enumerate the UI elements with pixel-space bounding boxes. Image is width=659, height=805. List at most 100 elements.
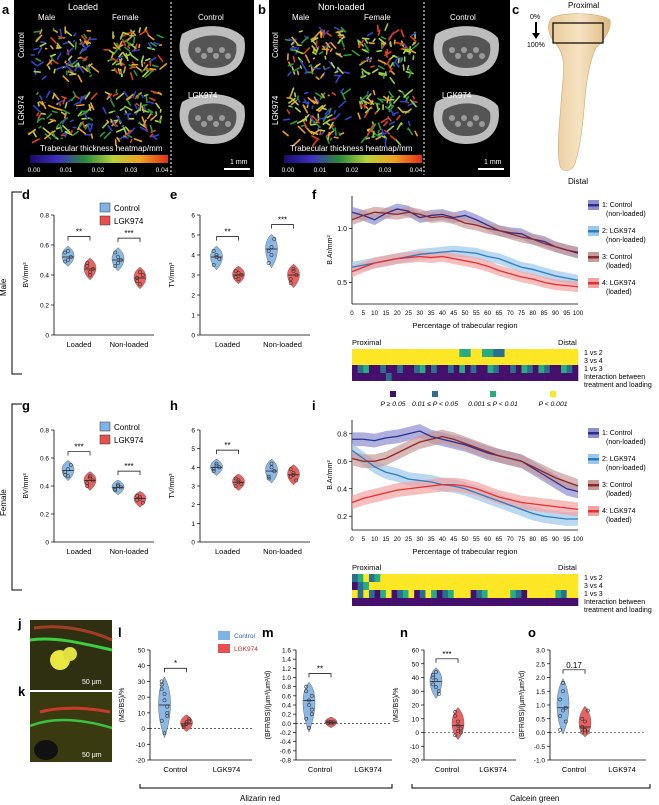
y-tick-label: -0.8 xyxy=(280,758,292,765)
y-tick-label: 2.5 xyxy=(536,661,545,668)
y-tick-label: -10 xyxy=(410,744,420,751)
data-point xyxy=(288,474,293,479)
y-tick-label: 1.2 xyxy=(282,666,291,673)
y-tick-label: 1.4 xyxy=(282,657,291,664)
significance-label: ** xyxy=(317,664,323,673)
heatmap-cell xyxy=(380,373,387,381)
chart-g: 0 0.2 0.4 0.6 0.8 BV/mm³ Loaded Non-loaded *** **… xyxy=(23,428,154,556)
femur-bone-image xyxy=(548,13,611,171)
heatmap-cell xyxy=(402,357,409,365)
significance-bracket xyxy=(562,669,586,674)
heatmap-cell xyxy=(385,349,392,357)
legend-label: 1: Control xyxy=(602,430,633,437)
chart-l: -20 -10 0 10 20 30 40 50 (MS/BS)/% Control LGK974 * xyxy=(119,648,252,774)
legend-swatch-line xyxy=(588,510,599,513)
heatmap-cell xyxy=(481,582,488,590)
heatmap-cell xyxy=(391,598,398,606)
violin-control xyxy=(302,681,316,734)
heatmap-cell xyxy=(538,373,545,381)
heatmap-cell xyxy=(402,574,409,582)
heatmap-cell xyxy=(363,598,370,606)
x-category-label: LGK974 xyxy=(354,765,382,774)
heatmap-cell xyxy=(549,357,556,365)
heatmap-cell xyxy=(419,373,426,381)
heatmap-cell xyxy=(566,590,573,598)
heatmap-cell xyxy=(481,574,488,582)
data-point xyxy=(434,685,438,690)
x-tick-label: 20 xyxy=(394,310,401,317)
heatmap-cell xyxy=(442,373,449,381)
heatmap-cell xyxy=(510,590,517,598)
heatmap-cell xyxy=(363,574,370,582)
heatmap-cell xyxy=(493,590,500,598)
panel-b-heatmap-label: Trabecular thickness heatmap/mm xyxy=(290,144,413,153)
data-point xyxy=(135,493,140,498)
heatmap-cell xyxy=(374,357,381,365)
heatmap-cell xyxy=(419,574,426,582)
legend-lgk-swatch xyxy=(99,215,111,226)
heatmap-row-label: 1 vs 2 xyxy=(584,575,603,582)
heatmap-cell xyxy=(431,574,438,582)
significance-label: * xyxy=(174,659,177,668)
trabecular-scan xyxy=(103,26,168,81)
data-point xyxy=(214,461,219,466)
heatmap-cell xyxy=(561,373,567,381)
heatmap-cell xyxy=(544,357,551,365)
ct-cross-section xyxy=(179,94,245,144)
legend-label: 3: Control xyxy=(602,482,633,489)
heatmap-cell xyxy=(504,598,511,606)
heatmap-cell xyxy=(465,373,471,381)
data-point xyxy=(140,273,145,277)
data-point xyxy=(309,712,314,717)
heatmap-cell xyxy=(515,365,522,373)
heatmap-cell xyxy=(352,365,358,373)
legend-label: (loaded) xyxy=(606,491,632,498)
y-tick-label: -0.2 xyxy=(280,730,292,737)
y-tick-label: 30 xyxy=(412,689,420,696)
heatmap-cell xyxy=(470,590,477,598)
marrow-cavity xyxy=(34,740,58,760)
heatmap-cell xyxy=(380,590,387,598)
data-point xyxy=(116,255,120,259)
y-tick-label: 2 xyxy=(191,293,195,300)
data-point xyxy=(66,249,70,253)
y-tick-label: 0 xyxy=(415,730,419,737)
legend-control-label: Control xyxy=(234,633,256,640)
y-tick-label: 0.2 xyxy=(282,712,291,719)
panel-e-letter: e xyxy=(170,187,177,202)
heatmap-cell xyxy=(397,598,404,606)
heatmap-cell xyxy=(419,598,426,606)
x-tick-label: 50 xyxy=(462,310,469,317)
y-tick-label: 1.0 xyxy=(282,675,291,682)
significance-label: *** xyxy=(74,443,83,452)
heatmap-cell xyxy=(493,598,500,606)
heatmap-cell xyxy=(572,574,579,582)
legend-swatch-line xyxy=(588,458,599,461)
legend-lgk-swatch xyxy=(99,434,111,445)
heatmap-cell xyxy=(544,373,551,381)
y-tick-label: 2 xyxy=(191,502,195,509)
heatmap-legend-label: 0.01 ≤ P < 0.05 xyxy=(412,401,458,408)
x-category-label: Non-loaded xyxy=(110,547,149,556)
heatmap-row-label: Interaction between xyxy=(584,599,645,606)
heatmap-cell xyxy=(566,574,573,582)
chart-f: 0.5 1.0B.Ar/mm² 0 5 10 15 20 25 30 35 40 45 50 55 60 65… xyxy=(327,196,652,408)
data-point xyxy=(558,714,563,718)
heatmap-cell xyxy=(555,574,562,582)
legend-label: (non-loaded) xyxy=(606,237,646,244)
heatmap-cell xyxy=(510,349,517,357)
heatmap-cell xyxy=(481,349,488,357)
heatmap-row-label: 3 vs 4 xyxy=(584,358,603,365)
data-point xyxy=(436,692,441,696)
trabecular-scan xyxy=(357,89,419,147)
heatmap-cell xyxy=(453,598,460,606)
panel-b-heatmap-bar xyxy=(284,155,422,163)
micrograph-j: 50 μm xyxy=(29,620,113,690)
data-point xyxy=(288,467,293,472)
data-point xyxy=(453,733,458,738)
x-category-label: Loaded xyxy=(215,340,240,349)
violin-control xyxy=(556,678,570,735)
heatmap-cell xyxy=(510,598,517,606)
heatmap-cell xyxy=(498,598,505,606)
